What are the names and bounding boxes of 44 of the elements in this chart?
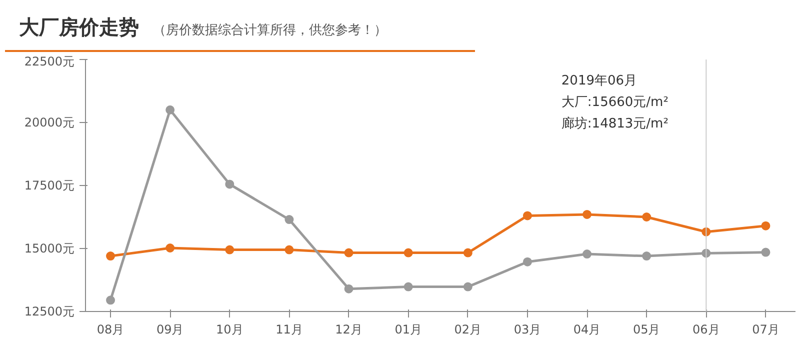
- annotation: 廊坊:14813元/m²: [561, 115, 668, 132]
- x-tick-label: 01月: [394, 322, 422, 336]
- annotation: 2019年06月: [561, 73, 638, 88]
- x-tick-label: 11月: [276, 322, 303, 336]
- point: [582, 250, 592, 259]
- point: [642, 252, 652, 261]
- point: [522, 211, 532, 220]
- point: [166, 244, 175, 252]
- x-tick-label: 07月: [752, 322, 780, 336]
- x-tick-label: 10月: [216, 322, 244, 336]
- point: [284, 245, 294, 254]
- point: [463, 248, 472, 258]
- chart-subtitle: （房价数据综合计算所得，供您参考！）: [153, 23, 387, 38]
- x-tick-label: 04月: [573, 322, 601, 336]
- point: [582, 210, 592, 219]
- point: [404, 248, 413, 258]
- x-tick-label: 12月: [335, 322, 362, 336]
- x-tick-label: 06月: [692, 322, 720, 336]
- annotation: 大厂:15660元/m²: [561, 94, 668, 110]
- chart-title: 大厂房价走势: [19, 15, 139, 39]
- point: [463, 282, 472, 292]
- y-tick-label: 12500元: [24, 304, 75, 318]
- x-tick-label: 05月: [632, 322, 660, 336]
- x-tick-label: 09月: [156, 322, 184, 336]
- point: [761, 221, 770, 230]
- point: [106, 296, 116, 305]
- point: [344, 284, 354, 294]
- x-tick-label: 02月: [454, 322, 482, 336]
- point: [522, 257, 532, 266]
- point: [344, 248, 354, 258]
- point: [166, 105, 175, 114]
- y-tick-label: 15000元: [24, 242, 75, 256]
- y-tick-label: 20000元: [24, 116, 75, 130]
- point: [284, 215, 294, 224]
- x-tick-label: 03月: [514, 322, 542, 336]
- point: [761, 248, 770, 257]
- point: [225, 180, 234, 189]
- point: [642, 212, 652, 222]
- point: [225, 245, 234, 254]
- y-tick-label: 22500元: [24, 54, 75, 68]
- x-tick-label: 08月: [96, 322, 124, 336]
- point: [404, 282, 413, 292]
- point: [106, 252, 116, 261]
- y-tick-label: 17500元: [24, 178, 75, 192]
